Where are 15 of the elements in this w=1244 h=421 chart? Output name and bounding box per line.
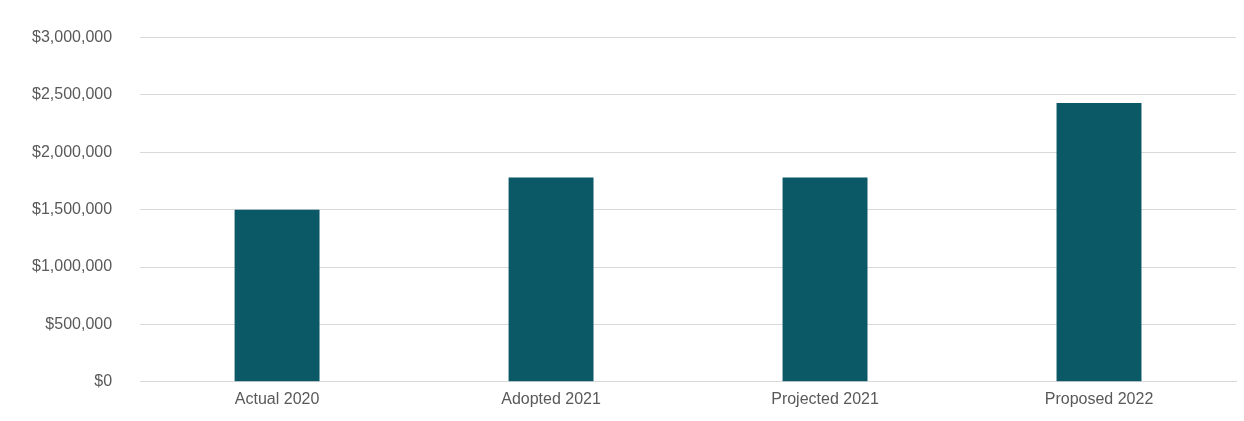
y-tick-label: $500,000 [45, 314, 113, 332]
x-tick-label: Proposed 2022 [1044, 389, 1154, 407]
y-tick-label: $3,000,000 [32, 28, 113, 46]
bar [782, 177, 868, 382]
y-tick-label: $2,000,000 [32, 142, 113, 160]
y-tick-label: $2,500,000 [32, 85, 113, 103]
y-tick-label: $0 [94, 372, 113, 390]
x-tick-label: Actual 2020 [234, 389, 320, 407]
x-tick-label: Projected 2021 [771, 389, 879, 407]
y-tick-label: $1,500,000 [32, 200, 113, 218]
bar [1056, 103, 1142, 382]
bar [234, 209, 320, 382]
x-tick-label: Adopted 2021 [501, 389, 601, 407]
bar [508, 177, 594, 382]
y-tick-label: $1,000,000 [32, 257, 113, 275]
